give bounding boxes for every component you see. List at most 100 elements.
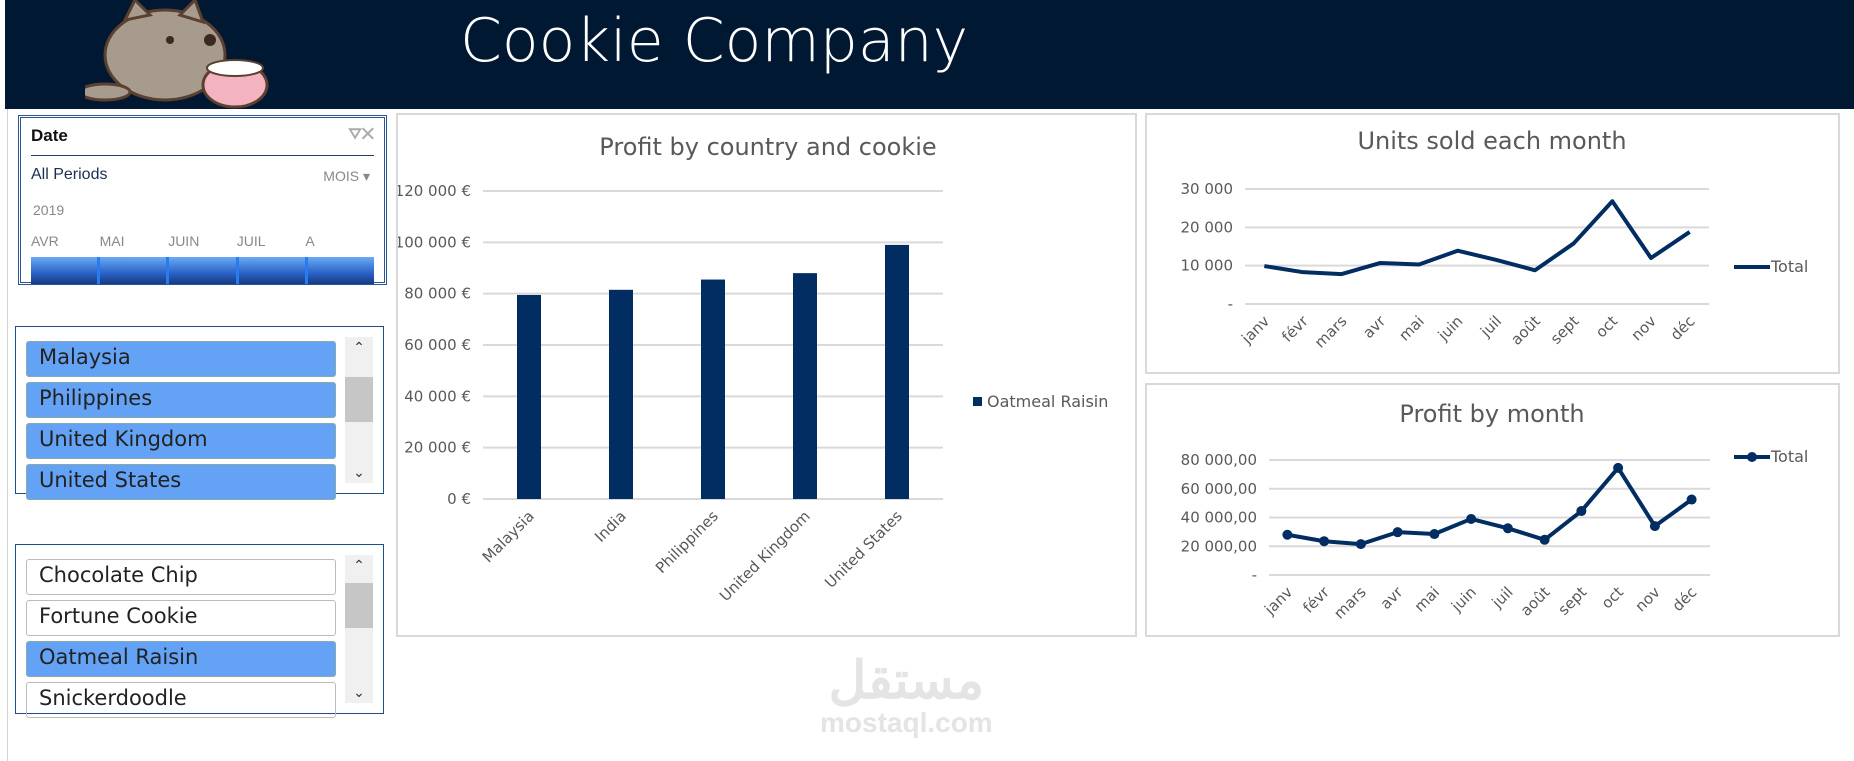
month-label: JUIL — [236, 233, 266, 249]
slicer-item[interactable]: United Kingdom — [26, 423, 336, 459]
x-tick-label: sept — [1555, 583, 1591, 619]
data-point — [1686, 494, 1697, 505]
x-tick-label: nov — [1628, 312, 1660, 344]
y-tick-label: 80 000,00 — [1181, 451, 1257, 469]
legend-marker — [1747, 452, 1757, 462]
y-tick-label: 20 000 — [1181, 218, 1234, 236]
watermark-latin: mostaql.com — [820, 707, 993, 738]
data-point — [1539, 534, 1550, 545]
chart-title: Units sold each month — [1357, 127, 1626, 155]
x-tick-label: mars — [1330, 583, 1370, 623]
y-tick-label: 0 € — [447, 490, 471, 508]
x-tick-label: United Kingdom — [716, 507, 814, 605]
slicer-item[interactable]: Chocolate Chip — [26, 559, 336, 595]
chart-title: Profit by country and cookie — [599, 133, 936, 161]
x-tick-label: mai — [1395, 312, 1428, 345]
scroll-thumb[interactable] — [345, 377, 373, 422]
x-tick-label: déc — [1667, 312, 1699, 344]
sheet-gridline — [0, 0, 8, 761]
x-tick-label: oct — [1592, 312, 1621, 341]
bar — [701, 279, 725, 499]
x-tick-label: sept — [1547, 312, 1583, 348]
scroll-thumb[interactable] — [345, 583, 373, 628]
x-tick-label: juil — [1476, 312, 1505, 341]
x-tick-label: Malaysia — [479, 507, 538, 566]
bar — [609, 289, 633, 499]
slicer-item[interactable]: Philippines — [26, 382, 336, 418]
x-tick-label: août — [1507, 312, 1544, 349]
data-point — [1466, 513, 1477, 524]
bar — [793, 273, 817, 499]
data-point — [1502, 523, 1513, 534]
x-tick-label: mars — [1311, 312, 1351, 352]
x-tick-label: janv — [1260, 583, 1296, 619]
bar — [885, 244, 909, 499]
y-tick-label: 80 000 € — [404, 285, 471, 303]
month-label: AVR — [31, 233, 59, 249]
y-tick-label: 10 000 — [1181, 257, 1234, 275]
data-point — [1576, 506, 1587, 517]
x-tick-label: India — [591, 507, 630, 546]
month-label: A — [305, 233, 315, 249]
slicer-item[interactable]: Malaysia — [26, 341, 336, 377]
x-tick-label: août — [1517, 583, 1554, 620]
x-tick-label: févr — [1278, 312, 1312, 346]
data-point — [1392, 527, 1403, 538]
date-timeline-slicer[interactable]: Date ⛛✕ All Periods MOIS ▾ 2019 AVR MAI … — [18, 115, 387, 285]
scrollbar[interactable]: ⌃ ⌄ — [345, 555, 373, 703]
scrollbar[interactable]: ⌃ ⌄ — [345, 337, 373, 483]
y-tick-label: - — [1228, 295, 1233, 313]
mostaql-watermark: مستقل mostaql.com — [820, 655, 993, 739]
data-point — [1282, 529, 1293, 540]
scroll-up-icon[interactable]: ⌃ — [353, 557, 365, 573]
scroll-down-icon[interactable]: ⌄ — [353, 684, 365, 700]
slicer-item[interactable]: Fortune Cookie — [26, 600, 336, 636]
legend-label: Oatmeal Raisin — [987, 392, 1108, 411]
x-tick-label: janv — [1237, 312, 1273, 348]
x-tick-label: déc — [1669, 583, 1701, 615]
y-tick-label: 20 000,00 — [1181, 537, 1257, 555]
series-line — [1287, 465, 1693, 547]
slicer-item[interactable]: Snickerdoodle — [26, 682, 336, 718]
scroll-up-icon[interactable]: ⌃ — [353, 339, 365, 355]
x-tick-label: avr — [1359, 312, 1389, 342]
x-tick-label: juin — [1434, 312, 1467, 345]
year-label: 2019 — [33, 202, 65, 218]
x-tick-label: mai — [1411, 583, 1444, 616]
legend-swatch — [973, 397, 982, 406]
y-tick-label: 120 000 € — [398, 182, 471, 200]
profit-by-month-chart: Profit by month - 20 000,00 40 000,00 60 000… — [1145, 383, 1840, 637]
month-label: MAI — [99, 233, 125, 249]
clear-filter-icon[interactable]: ⛛✕ — [348, 126, 374, 143]
time-level-label: MOIS — [323, 168, 360, 184]
x-tick-label: juin — [1447, 583, 1480, 616]
data-point — [1429, 529, 1440, 540]
profit-by-country-chart: Profit by country and cookie 0 € 20 000 € 4… — [395, 113, 1137, 637]
country-slicer[interactable]: Malaysia Philippines United Kingdom United … — [15, 326, 384, 500]
slicer-item[interactable]: United States — [26, 464, 336, 500]
bar — [517, 294, 541, 499]
x-tick-label: avr — [1377, 583, 1407, 613]
series-line — [1264, 199, 1691, 277]
time-level-dropdown[interactable]: MOIS ▾ — [323, 168, 370, 185]
cookie-slicer[interactable]: Chocolate Chip Fortune Cookie Oatmeal Rais… — [15, 544, 384, 718]
y-tick-label: - — [1252, 566, 1257, 584]
y-tick-label: 30 000 — [1181, 180, 1234, 198]
pusheen-cat-logo — [85, 0, 269, 109]
slicer-item[interactable]: Oatmeal Raisin — [26, 641, 336, 677]
timeline-bar[interactable] — [31, 257, 375, 284]
dashboard-title: Cookie Company — [460, 6, 969, 76]
scroll-down-icon[interactable]: ⌄ — [353, 464, 365, 480]
x-tick-label: Philippines — [652, 507, 722, 577]
x-tick-label: United States — [821, 507, 906, 592]
x-tick-label: oct — [1598, 583, 1627, 612]
x-tick-label: févr — [1299, 583, 1333, 617]
period-filter-label: All Periods — [31, 166, 108, 183]
dropdown-arrow-icon: ▾ — [362, 168, 370, 184]
y-tick-label: 100 000 € — [398, 233, 471, 251]
legend-label: Total — [1770, 257, 1808, 276]
x-tick-label: nov — [1631, 583, 1663, 615]
data-point — [1319, 536, 1330, 547]
slicer-title: Date — [31, 126, 68, 145]
legend-label: Total — [1770, 447, 1808, 466]
